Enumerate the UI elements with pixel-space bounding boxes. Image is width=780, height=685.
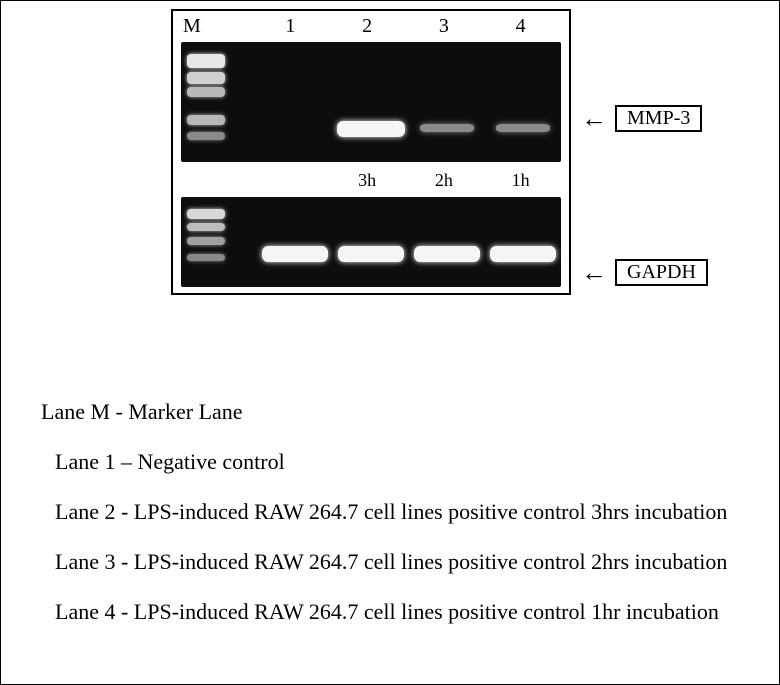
gel-band <box>414 246 481 262</box>
annotation-gapdh: ← GAPDH <box>581 259 708 286</box>
lane-label-3: 3 <box>406 15 483 38</box>
annotation-mmp3-label: MMP-3 <box>615 105 702 132</box>
time-label-lane4: 1h <box>482 170 559 191</box>
ladder-band <box>187 237 225 245</box>
gel-band <box>420 124 473 132</box>
ladder-band <box>187 209 225 219</box>
ladder-band <box>187 115 225 125</box>
gel-panel-group: M 1 2 3 4 . . 3h 2h 1h <box>171 9 571 295</box>
gel-band <box>490 246 557 262</box>
time-label-lane2: 3h <box>329 170 406 191</box>
ladder-lane <box>187 203 225 281</box>
gel-gapdh <box>181 197 561 287</box>
ladder-lane <box>187 48 225 156</box>
ladder-band <box>187 223 225 231</box>
annotation-gapdh-label: GAPDH <box>615 259 708 286</box>
ladder-band <box>187 87 225 97</box>
ladder-band <box>187 254 225 261</box>
gel-band <box>338 246 405 262</box>
time-label-lane3: 2h <box>406 170 483 191</box>
gel-band <box>337 121 405 137</box>
ladder-band <box>187 72 225 84</box>
figure-legend: Lane M - Marker Lane Lane 1 – Negative c… <box>41 401 739 651</box>
legend-line-4: Lane 4 - LPS-induced RAW 264.7 cell line… <box>41 601 739 623</box>
legend-line-1: Lane 1 – Negative control <box>41 451 739 473</box>
gel-band <box>496 124 549 132</box>
arrow-left-icon: ← <box>581 106 607 132</box>
legend-line-M: Lane M - Marker Lane <box>41 401 739 423</box>
lane-label-1: 1 <box>252 15 329 38</box>
gel-band <box>262 246 329 262</box>
ladder-band <box>187 54 225 68</box>
lane-header-row: M 1 2 3 4 <box>175 13 567 42</box>
ladder-band <box>187 132 225 140</box>
lane-label-4: 4 <box>482 15 559 38</box>
lane-label-2: 2 <box>329 15 406 38</box>
gel-mmp3 <box>181 42 561 162</box>
legend-line-2: Lane 2 - LPS-induced RAW 264.7 cell line… <box>41 501 739 523</box>
lane-label-M: M <box>183 15 252 38</box>
annotation-mmp3: ← MMP-3 <box>581 105 702 132</box>
figure-page: M 1 2 3 4 . . 3h 2h 1h ← MMP-3 ← GAPDH L… <box>0 0 780 685</box>
arrow-left-icon: ← <box>581 260 607 286</box>
time-label-row: . . 3h 2h 1h <box>175 164 567 197</box>
legend-line-3: Lane 3 - LPS-induced RAW 264.7 cell line… <box>41 551 739 573</box>
